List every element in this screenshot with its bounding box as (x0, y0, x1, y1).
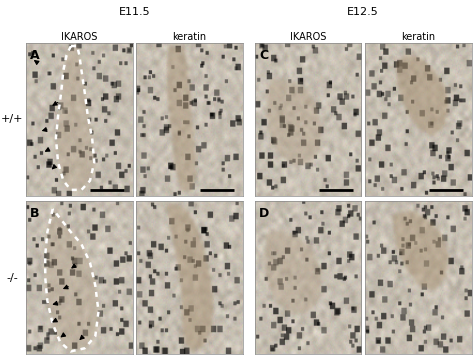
Text: E11.5: E11.5 (118, 7, 150, 17)
Text: B: B (30, 208, 40, 221)
Text: IKAROS: IKAROS (290, 32, 326, 42)
Text: keratin: keratin (401, 32, 436, 42)
Text: IKAROS: IKAROS (61, 32, 98, 42)
Text: D: D (259, 208, 269, 221)
Text: C: C (259, 49, 268, 62)
Text: +/+: +/+ (0, 115, 23, 125)
Text: -/-: -/- (6, 273, 18, 283)
Text: keratin: keratin (173, 32, 207, 42)
Text: A: A (30, 49, 40, 62)
Text: E12.5: E12.5 (347, 7, 379, 17)
